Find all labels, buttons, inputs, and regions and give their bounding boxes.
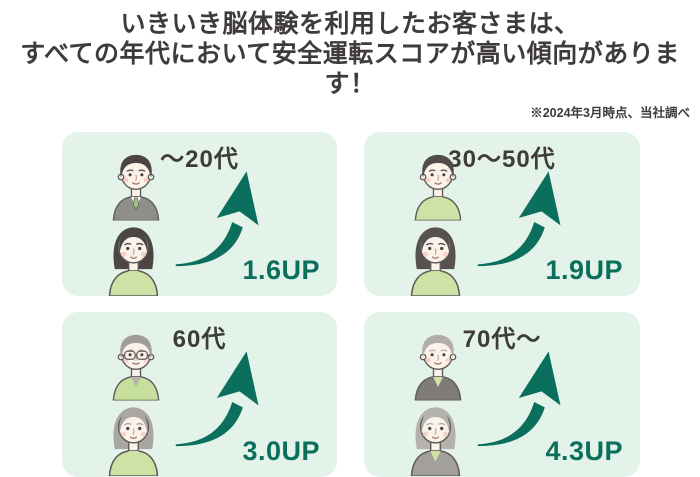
score-gain-value: 1.9UP	[545, 255, 623, 285]
elderly-man-gray-jacket-illustration	[409, 333, 467, 401]
elderly-person-gray-cardigan-illustration	[404, 405, 467, 476]
senior-woman-illustration	[102, 405, 165, 476]
age-group-card-70s-plus: 70代〜 4.3UP	[364, 312, 640, 477]
age-group-label: 30〜50代	[448, 146, 556, 173]
senior-man-with-glasses-illustration	[107, 333, 165, 401]
score-gain-value: 3.0UP	[242, 436, 320, 466]
age-group-card-grid: 〜20代 1.6UP 30〜50代 1.9UP 60代	[62, 132, 640, 477]
age-group-label: 〜20代	[160, 146, 239, 173]
age-group-card-under-20s: 〜20代 1.6UP	[62, 132, 337, 296]
age-group-label: 70代〜	[462, 326, 542, 353]
header: いきいき脳体験を利用したお客さまは、 すべての年代において安全運転スコアが高い傾…	[0, 0, 700, 121]
age-group-card-60s: 60代 3.0UP	[62, 312, 337, 477]
young-man-in-suit-illustration	[107, 153, 165, 221]
middle-aged-woman-illustration	[404, 225, 467, 296]
page-title-line-2: すべての年代において安全運転スコアが高い傾向があります！	[20, 40, 680, 98]
page-title-line-1: いきいき脳体験を利用したお客さまは、	[120, 10, 580, 38]
age-group-card-30s-to-50s: 30〜50代 1.9UP	[364, 132, 640, 296]
footnote-source-note: ※2024年3月時点、当社調べ	[530, 106, 690, 120]
young-woman-illustration	[102, 225, 165, 296]
score-gain-value: 1.6UP	[242, 255, 320, 285]
age-group-label: 60代	[172, 326, 227, 353]
score-gain-value: 4.3UP	[545, 436, 623, 466]
middle-aged-man-illustration	[409, 153, 467, 221]
